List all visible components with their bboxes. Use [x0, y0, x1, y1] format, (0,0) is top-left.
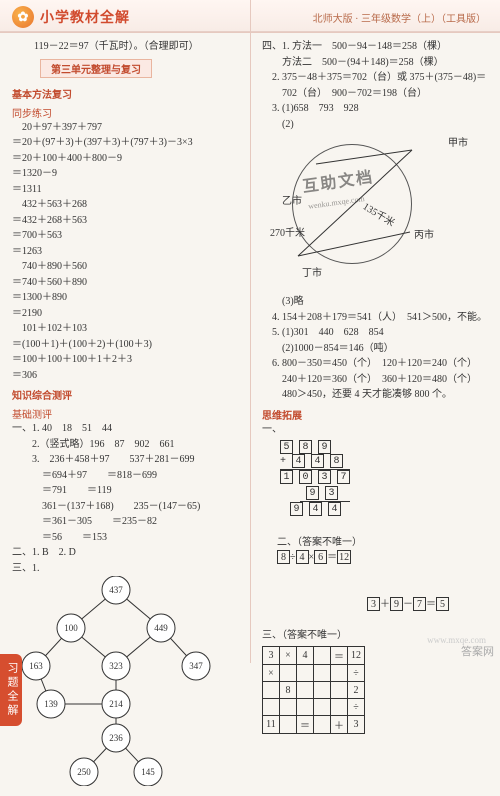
page-body: 119－22＝97（千瓦时）。（合理即可） 第三单元整理与复习 基本方法复习 同… [0, 33, 500, 796]
calc-line: 20＋97＋397＋797 [12, 120, 234, 136]
calc-block-1: 20＋97＋397＋797 ＝20＋(97＋3)＋(397＋3)＋(797＋3)… [12, 120, 234, 384]
side-tab: 习题全解 [0, 654, 22, 726]
svg-text:214: 214 [109, 699, 123, 709]
r-4-2a: 2. 375－48＋375＝702（台）或 375＋(375－48)＝ [262, 70, 484, 86]
svg-text:100: 100 [64, 623, 78, 633]
calc-row: 3. 236＋458＋97 537＋281－699 [12, 452, 234, 468]
svg-text:236: 236 [109, 733, 123, 743]
unit-title-box: 第三单元整理与复习 [40, 59, 152, 78]
number-tree-diagram: 437100449163323347139214236250145 [12, 576, 212, 786]
calc-row: 361－(137＋168) 235－(147－65) [12, 499, 234, 515]
svg-text:437: 437 [109, 585, 123, 595]
svg-text:145: 145 [141, 767, 155, 777]
chord-lines [262, 134, 472, 294]
r-4-6a: 6. 800－350＝450（个） 120＋120＝240（个） [262, 356, 484, 372]
calc-line: ＝740＋560＋890 [12, 275, 234, 291]
edition-label: 北师大版 · 三年级数学（上）（工具版） [313, 10, 486, 25]
calc-line: ＝700＋563 [12, 228, 234, 244]
r-4-5a: 5. (1)301 440 628 854 [262, 325, 484, 341]
flower-icon: ✿ [12, 6, 34, 28]
heading-sync-practice: 同步练习 [12, 105, 234, 120]
calc-row: ＝56 ＝153 [12, 530, 234, 546]
left-intro: 119－22＝97（千瓦时）。（合理即可） [12, 39, 234, 55]
calc-line: ＝1300＋890 [12, 290, 234, 306]
siwei-2b: 3＋9－7＝5 [262, 581, 484, 628]
calc-line: ＝1311 [12, 182, 234, 198]
right-column: 四、1. 方法一 500－94－148＝258（棵） 方法二 500－(94＋1… [248, 39, 484, 786]
calc-line: ＝100＋100＋100＋1＋2＋3 [12, 352, 234, 368]
r-4-3-2: (2) [262, 117, 484, 133]
svg-text:139: 139 [44, 699, 58, 709]
calc-line: 101＋102＋103 [12, 321, 234, 337]
ans-2: 二、1. B 2. D [12, 545, 234, 561]
siwei-2: 二、（答案不唯一） 8÷4×6＝12 [262, 519, 484, 581]
calc-row: ＝361－305 ＝235－82 [12, 514, 234, 530]
ans-3-head: 三、1. [12, 561, 234, 577]
left-column: 119－22＝97（千瓦时）。（合理即可） 第三单元整理与复习 基本方法复习 同… [12, 39, 248, 786]
calc-line: ＝20＋100＋400＋800－9 [12, 151, 234, 167]
r-4-3-3: (3)略 [262, 294, 484, 310]
calc-line: 432＋563＋268 [12, 197, 234, 213]
calc-line: ＝1320－9 [12, 166, 234, 182]
column-addition: 5 8 9 + 4 4 8 1 0 3 7 9 3 9 4 4 [280, 440, 350, 516]
calc-row: ＝791 ＝119 [12, 483, 234, 499]
calc-line: ＝1263 [12, 244, 234, 260]
r-4-5b: (2)1000－854＝146（吨） [262, 341, 484, 357]
city-circle-diagram: 甲市 乙市 丙市 丁市 270千米 135千米 互助文档 wenku.mxqe.… [262, 134, 472, 294]
heading-siwei: 思维拓展 [262, 407, 484, 422]
svg-text:250: 250 [77, 767, 91, 777]
brand-title: 小学教材全解 [40, 7, 130, 27]
calc-line: ＝20＋(97＋3)＋(397＋3)＋(797＋3)－3×3 [12, 135, 234, 151]
brand-group: ✿ 小学教材全解 [12, 6, 130, 28]
calc-line: ＝306 [12, 368, 234, 384]
heading-zonghe: 知识综合测评 [12, 387, 234, 402]
r-4-6b: 240＋120＝360（个） 360＋120＝480（个） [262, 372, 484, 388]
siwei-1-head: 一、 [262, 422, 484, 438]
r-4-4: 4. 154＋208＋179＝541（人） 541＞500，不能。 [262, 310, 484, 326]
ans-1-1: 一、1. 40 18 51 44 [12, 421, 234, 437]
watermark-corner: 答案网 [461, 643, 494, 659]
ans-1-2: 2.（竖式略）196 87 902 661 [12, 437, 234, 453]
calc-row: ＝694＋97 ＝818－699 [12, 468, 234, 484]
heading-jichu: 基础测评 [12, 406, 234, 421]
calc-line: ＝432＋268＋563 [12, 213, 234, 229]
svg-text:449: 449 [154, 623, 168, 633]
r-4-2b: 702（台） 900－702＝198（台） [262, 86, 484, 102]
two-column-calc: 3. 236＋458＋97 537＋281－699 ＝694＋97 ＝818－6… [12, 452, 234, 545]
r-4-6c: 480＞450，还要 4 天才能凑够 800 个。 [262, 387, 484, 403]
r-4-1b: 方法二 500－(94＋148)＝258（棵） [262, 55, 484, 71]
calc-line: 740＋890＋560 [12, 259, 234, 275]
equation-grid: 3×4＝12×÷82÷11＝＋3 [262, 646, 365, 734]
r-4-1a: 四、1. 方法一 500－94－148＝258（棵） [262, 39, 484, 55]
r-4-3-head: 3. (1)658 793 928 [262, 101, 484, 117]
calc-line: ＝2190 [12, 306, 234, 322]
heading-basic-methods: 基本方法复习 [12, 86, 234, 101]
calc-line: ＝(100＋1)＋(100＋2)＋(100＋3) [12, 337, 234, 353]
